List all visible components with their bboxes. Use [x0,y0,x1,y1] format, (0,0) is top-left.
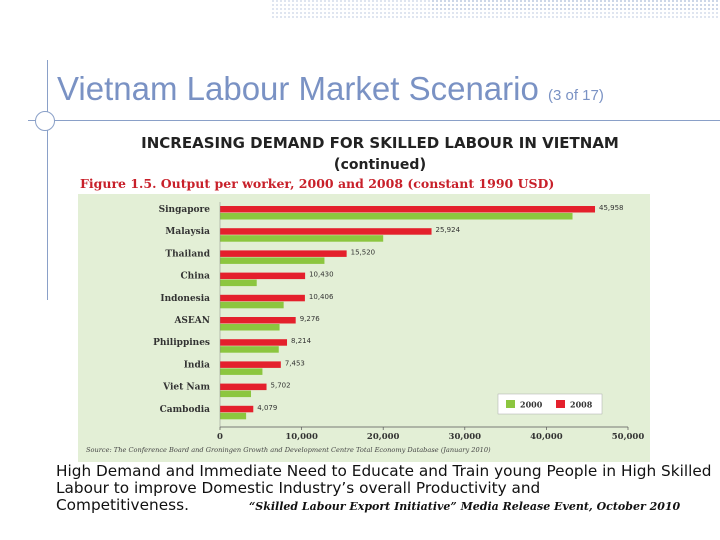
section-heading: INCREASING DEMAND FOR SKILLED LABOUR IN … [80,133,680,176]
bar-2008 [220,206,596,213]
heading-continued: continued [340,157,420,173]
category-label: China [180,272,210,282]
data-label: 25,924 [436,226,461,234]
bar-2008 [220,339,288,346]
category-label: India [184,360,210,370]
category-label: Philippines [153,338,210,348]
data-label: 15,520 [351,248,376,256]
bar-2000 [220,412,247,420]
bar-2000 [220,279,257,287]
bar-2000 [220,213,573,220]
slide-title-counter: (3 of 17) [548,87,604,104]
bar-2000 [220,324,280,331]
heading-paren-close: ) [419,155,427,173]
bar-2008 [220,317,296,324]
category-label: Thailand [165,249,210,259]
decor-horizontal-line [28,120,720,121]
heading-line-2: (continued) [80,154,680,176]
bar-2008 [220,405,254,413]
category-label: Indonesia [160,294,210,304]
data-label: 4,079 [257,404,277,412]
bar-2008 [220,250,347,257]
category-label: Malaysia [165,227,210,237]
bar-2000 [220,346,279,353]
slide-title-main: Vietnam Labour Market Scenario [57,70,539,107]
category-label: Viet Nam [162,383,210,393]
x-tick-label: 40,000 [530,432,563,442]
legend-label-2000: 2000 [520,400,543,410]
data-label: 9,276 [300,315,321,323]
bar-2000 [220,368,263,375]
decor-vertical-line [47,60,48,300]
data-label: 8,214 [291,337,312,345]
x-tick-label: 0 [217,432,223,442]
category-label: Cambodia [160,405,211,415]
header-grid-decoration [270,0,720,20]
bar-2008 [220,228,432,235]
output-per-worker-chart: Singapore 45,958 Malaysia 25,924 Thailand 15,… [78,194,650,462]
bar-2008 [220,294,305,302]
data-label: 7,453 [285,359,305,367]
legend-swatch-2000 [506,400,515,408]
x-tick-label: 20,000 [367,432,400,442]
quote-attribution: “Skilled Labour Export Initiative” Media… [248,500,681,513]
category-label: ASEAN [173,316,210,326]
bar-2000 [220,301,284,309]
data-label: 10,406 [309,293,334,301]
legend-label-2008: 2008 [570,400,593,410]
x-tick-label: 10,000 [285,432,318,442]
data-label: 45,958 [599,204,624,212]
data-label: 10,430 [309,271,334,279]
legend-box [497,393,603,415]
heading-line-1: INCREASING DEMAND FOR SKILLED LABOUR IN … [141,134,619,152]
bar-2000 [220,257,325,264]
legend-swatch-2008 [556,400,565,408]
body-text: High Demand and Immediate Need to Educat… [56,462,712,514]
bar-2008 [220,272,306,280]
decor-circle [35,111,55,131]
x-tick-label: 50,000 [612,432,645,442]
category-label: Singapore [159,205,211,215]
heading-paren-open: ( [333,155,341,173]
slide-title: Vietnam Labour Market Scenario (3 of 17) [57,70,604,108]
body-paragraph: High Demand and Immediate Need to Educat… [56,463,716,515]
bar-2008 [220,361,281,368]
bar-2000 [220,390,252,398]
figure-title: Figure 1.5. Output per worker, 2000 and … [80,176,555,191]
data-label: 5,702 [271,382,291,390]
x-tick-label: 30,000 [449,432,482,442]
bar-2000 [220,235,384,242]
bar-2008 [220,383,267,391]
source-note: Source: The Conference Board and Groning… [86,446,491,454]
